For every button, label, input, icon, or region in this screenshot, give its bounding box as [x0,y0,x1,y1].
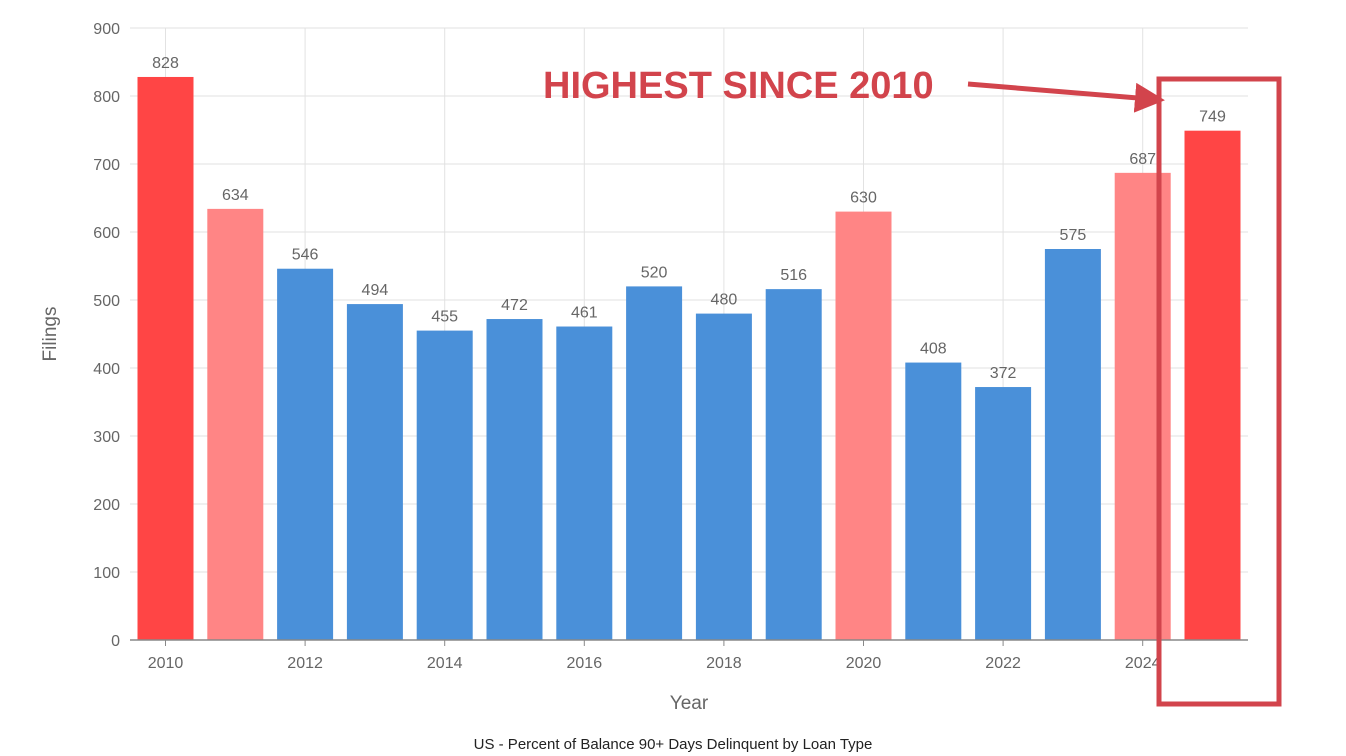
y-tick-label: 0 [111,633,120,650]
y-tick-label: 100 [93,565,120,582]
x-axis-title: Year [670,693,709,714]
bar-2011 [207,208,264,640]
bar-2023 [1044,249,1101,640]
bar-2017 [626,286,683,640]
x-tick-label: 2024 [1125,655,1161,672]
data-label-2012: 546 [292,247,319,264]
chart-caption: US - Percent of Balance 90+ Days Delinqu… [473,736,873,753]
data-label-2023: 575 [1060,227,1087,244]
bar-2019 [765,289,822,640]
data-label-2024: 687 [1129,151,1156,168]
data-label-2016: 461 [571,305,598,322]
y-tick-label: 500 [93,293,120,310]
data-labels: 828 634 546 494 455 472 461 520 480 516 630 408 372 5… [152,55,1226,382]
data-label-2015: 472 [501,297,528,314]
y-tick-label: 700 [93,157,120,174]
x-tick-label: 2022 [985,655,1021,672]
data-label-2014: 455 [431,309,458,326]
data-label-2011: 634 [222,187,249,204]
bar-2021 [905,362,962,640]
data-label-2025: 749 [1199,109,1226,126]
bar-2024 [1114,172,1171,640]
x-tick-label: 2016 [567,655,603,672]
y-tick-label: 200 [93,497,120,514]
y-tick-label: 400 [93,361,120,378]
y-tick-label: 900 [93,21,120,38]
data-label-2018: 480 [711,292,738,309]
data-label-2017: 520 [641,264,668,281]
bar-2013 [346,304,403,640]
bar-2022 [975,387,1032,640]
annotation-arrow [967,81,1165,113]
x-tick-label: 2012 [287,655,323,672]
data-label-2022: 372 [990,365,1017,382]
x-tick-label: 2018 [706,655,742,672]
y-tick-label: 800 [93,89,120,106]
bar-2016 [556,326,613,640]
x-tick-label: 2020 [846,655,882,672]
bar-2018 [695,313,752,640]
x-tick-label: 2010 [148,655,184,672]
annotation-highlight-box [1156,76,1282,707]
bars [137,76,1241,640]
bar-2010 [137,76,194,640]
y-tick-label: 300 [93,429,120,446]
y-tick-label: 600 [93,225,120,242]
x-tick-label: 2014 [427,655,463,672]
x-axis: 2010 2012 2014 2016 2018 2020 2022 2024 [148,640,1161,672]
bar-2014 [416,330,473,640]
bar-2025 [1184,130,1241,640]
annotation-text: HIGHEST SINCE 2010 [543,65,934,107]
y-axis-title: Filings [40,307,61,362]
bar-2020 [835,211,892,640]
data-label-2020: 630 [850,190,877,207]
data-label-2010: 828 [152,55,179,72]
data-label-2019: 516 [780,267,807,284]
y-axis: 0 100 200 300 400 500 600 700 800 900 [93,21,120,650]
bar-2015 [486,319,543,640]
data-label-2021: 408 [920,341,947,358]
bar-2012 [277,268,334,640]
data-label-2013: 494 [362,282,389,299]
